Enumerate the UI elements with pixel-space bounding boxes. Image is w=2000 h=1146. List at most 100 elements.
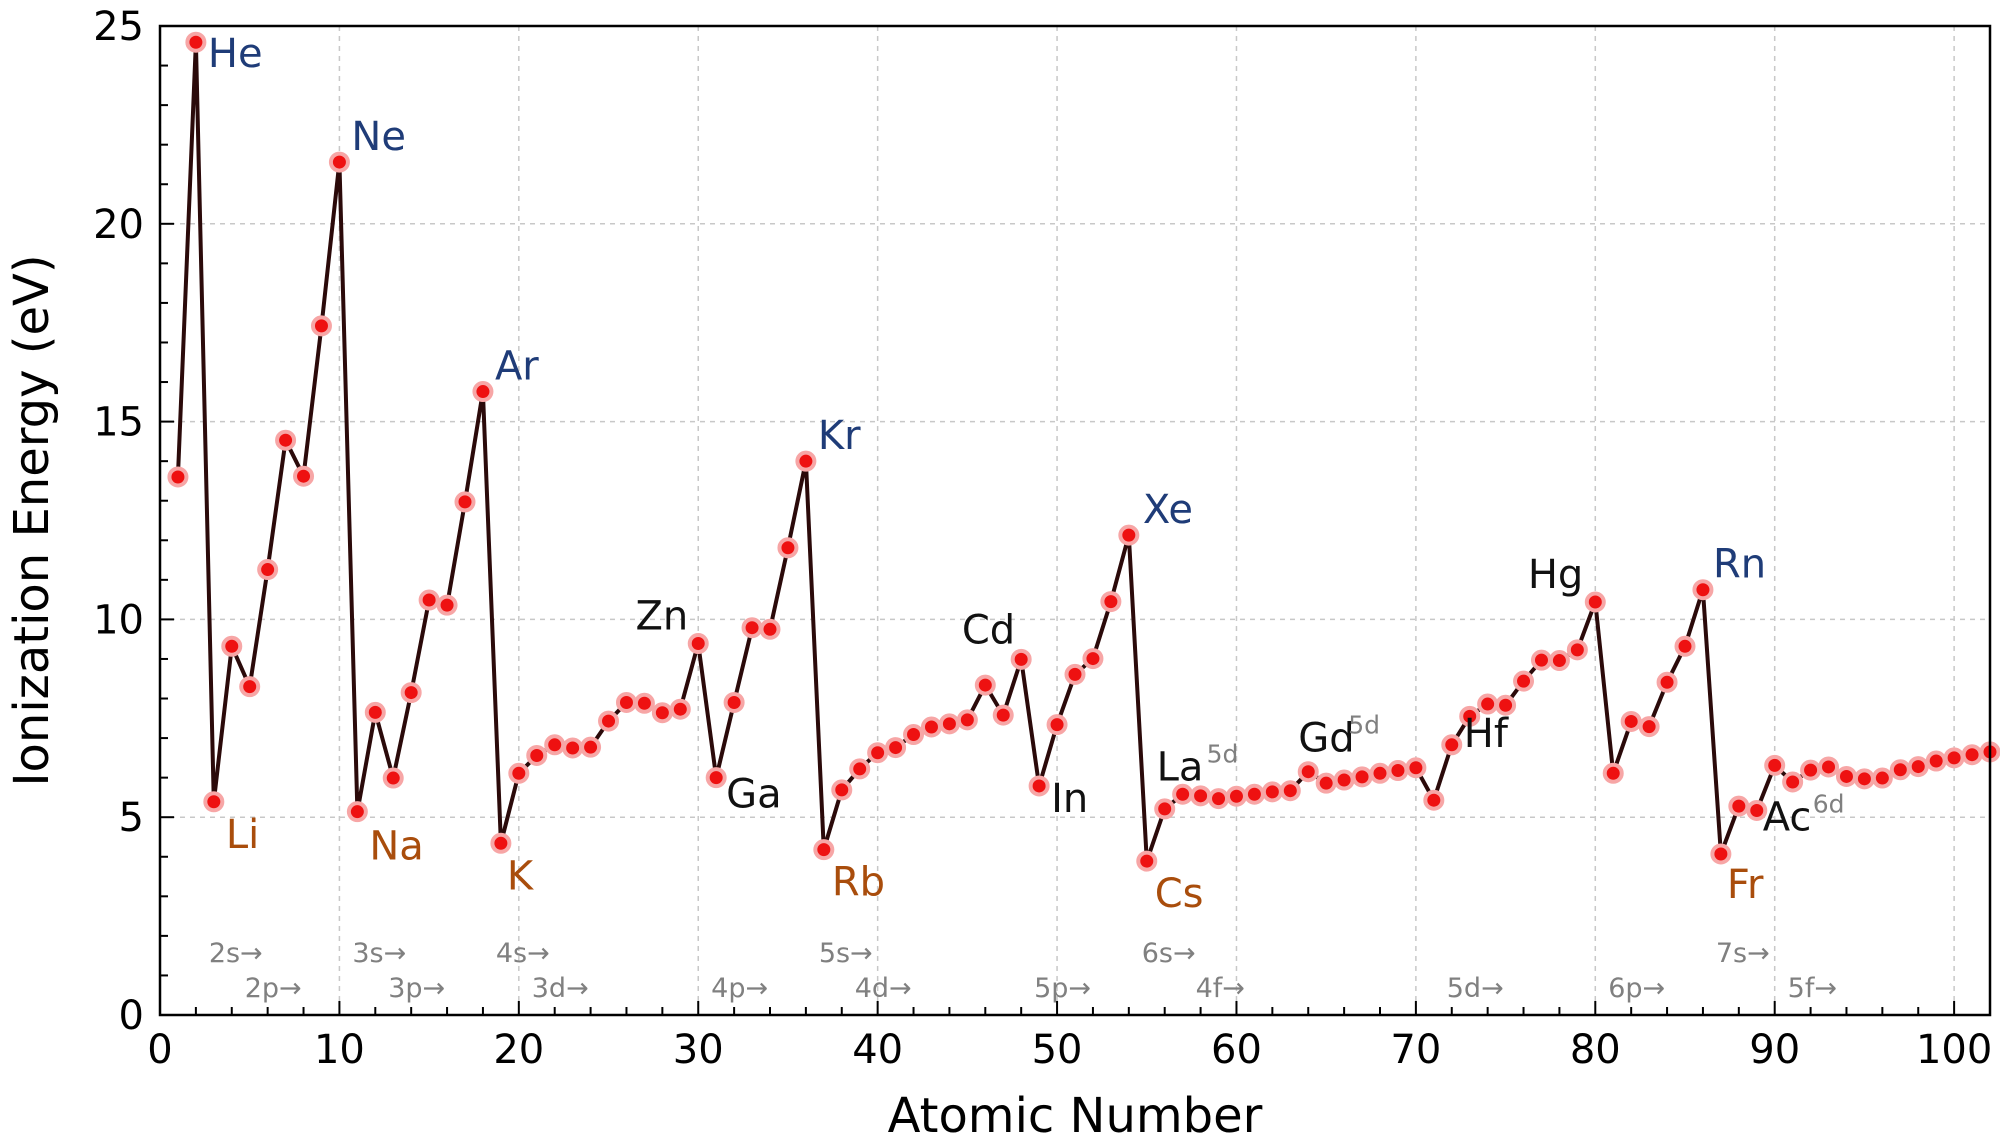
data-point: [580, 736, 602, 758]
element-label: He: [208, 31, 263, 77]
y-tick-label: 20: [93, 202, 144, 248]
data-point: [1261, 781, 1283, 803]
x-tick-label: 40: [852, 1027, 903, 1073]
data-point: [903, 724, 925, 746]
data-point: [526, 744, 548, 766]
orbital-label: 3d→: [532, 973, 589, 1004]
orbital-label: 7s→: [1716, 938, 1770, 969]
x-tick-label: 0: [147, 1027, 172, 1073]
data-point: [849, 758, 871, 780]
element-label: Xe: [1143, 487, 1193, 533]
y-axis-label: Ionization Energy (eV): [4, 254, 60, 786]
data-point: [203, 791, 225, 813]
data-point: [651, 702, 673, 724]
data-point: [1530, 649, 1552, 671]
element-label: Hg: [1528, 552, 1583, 598]
data-point: [1351, 766, 1373, 788]
data-point: [1333, 769, 1355, 791]
element-label: Ne: [351, 114, 406, 160]
x-tick-label: 30: [673, 1027, 724, 1073]
data-point: [436, 594, 458, 616]
data-point: [562, 737, 584, 759]
data-point: [741, 617, 763, 639]
data-point: [813, 839, 835, 861]
element-label: Na: [369, 824, 423, 870]
plot-frame: [158, 24, 1992, 1017]
orbital-label: 4d→: [855, 973, 912, 1004]
data-point: [1602, 762, 1624, 784]
data-point: [1387, 760, 1409, 782]
data-point: [938, 713, 960, 735]
x-axis-label: Atomic Number: [888, 1088, 1263, 1144]
data-point: [1297, 761, 1319, 783]
data-point: [1100, 591, 1122, 613]
element-label: Ac: [1763, 794, 1812, 840]
data-point: [1028, 775, 1050, 797]
data-point: [669, 698, 691, 720]
orbital-label: 4s→: [496, 938, 550, 969]
element-label: Fr: [1727, 862, 1764, 908]
x-tick-label: 90: [1749, 1027, 1800, 1073]
data-point: [1495, 694, 1517, 716]
x-tick-label: 20: [493, 1027, 544, 1073]
data-point: [1764, 754, 1786, 776]
data-point: [1423, 789, 1445, 811]
orbital-label: 4f→: [1196, 973, 1245, 1004]
element-orbital-superscript: 5d: [1207, 739, 1239, 768]
orbital-label: 5p→: [1034, 973, 1091, 1004]
element-label: K: [507, 853, 535, 899]
data-point: [185, 31, 207, 53]
element-label: Li: [226, 812, 259, 858]
element-label: In: [1051, 776, 1088, 822]
element-orbital-superscript: 6d: [1813, 789, 1845, 818]
y-tick-label: 5: [119, 795, 144, 841]
data-point: [705, 767, 727, 789]
data-point: [1405, 757, 1427, 779]
data-point: [490, 832, 512, 854]
x-tick-label: 60: [1211, 1027, 1262, 1073]
data-point: [723, 691, 745, 713]
data-point: [885, 737, 907, 759]
data-point: [364, 701, 386, 723]
orbital-label: 5f→: [1788, 973, 1837, 1004]
data-point: [275, 429, 297, 451]
data-point: [1818, 756, 1840, 778]
orbital-label: 6p→: [1608, 973, 1665, 1004]
data-point: [1620, 710, 1642, 732]
data-point: [1459, 705, 1481, 727]
x-tick-label: 10: [314, 1027, 365, 1073]
data-point: [759, 618, 781, 640]
ionization-line: [175, 42, 1991, 862]
data-point: [1728, 795, 1750, 817]
orbital-label: 5s→: [819, 938, 873, 969]
orbital-label: 2p→: [245, 973, 302, 1004]
x-tick-label: 100: [1916, 1027, 1992, 1073]
data-point: [598, 710, 620, 732]
data-point: [1082, 648, 1104, 670]
y-tick-label: 25: [93, 4, 144, 50]
x-tick-label: 70: [1390, 1027, 1441, 1073]
data-point: [1064, 663, 1086, 685]
element-label: Ga: [726, 772, 782, 818]
orbital-label: 2s→: [209, 938, 263, 969]
data-points: [167, 31, 2000, 872]
data-point: [1889, 759, 1911, 781]
element-label: Cd: [962, 607, 1015, 653]
data-point: [167, 466, 189, 488]
data-point: [1441, 734, 1463, 756]
data-point: [687, 633, 709, 655]
axis-ticks: 0 10 20 30 40 50 60 70 80 90 100 0 5 10 15 20 25: [93, 4, 1992, 1073]
data-point: [1315, 772, 1337, 794]
data-point: [1871, 767, 1893, 789]
element-orbital-superscript: 5d: [1348, 711, 1380, 740]
data-point: [867, 742, 889, 764]
data-point: [328, 151, 350, 173]
element-label: La: [1157, 744, 1204, 790]
data-point: [1584, 591, 1606, 613]
data-point: [777, 537, 799, 559]
data-point: [1907, 756, 1929, 778]
data-point: [992, 704, 1014, 726]
element-label: Hf: [1464, 711, 1509, 757]
data-point: [1154, 798, 1176, 820]
data-point: [346, 801, 368, 823]
